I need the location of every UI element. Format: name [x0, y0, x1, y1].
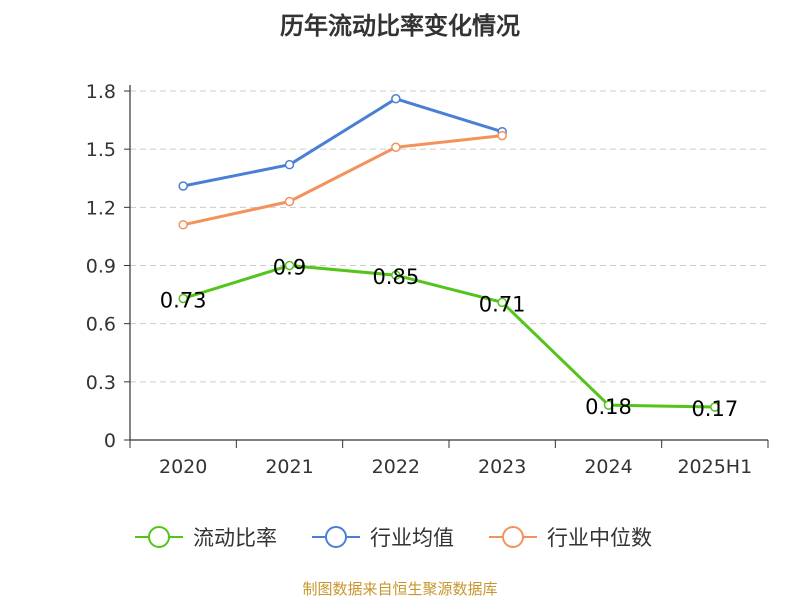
data-label: 0.85	[372, 265, 419, 289]
data-point	[391, 142, 401, 152]
legend-marker-icon	[502, 526, 524, 548]
series-line-2	[182, 134, 503, 227]
x-tick-label: 2020	[159, 456, 207, 478]
legend-item-1[interactable]: 行业均值	[312, 526, 454, 550]
data-point	[391, 270, 401, 280]
data-point	[391, 94, 401, 104]
data-point	[603, 400, 614, 410]
data-point	[284, 196, 295, 207]
x-tick-label: 2022	[372, 456, 420, 478]
x-tick-label: 2023	[478, 456, 526, 478]
y-tick-label: 0	[104, 430, 116, 452]
series-line-1	[182, 97, 503, 188]
data-labels: 0.73 0.9 0.85 0.71 0.18 0.17	[160, 256, 738, 422]
chart-title: 历年流动比率变化情况	[280, 12, 520, 40]
x-tick-label: 2025H1	[677, 456, 752, 478]
legend-item-2[interactable]: 行业中位数	[489, 526, 652, 550]
legend-label: 行业中位数	[547, 526, 652, 550]
x-tick-label: 2021	[265, 456, 313, 478]
y-tick-label: 0.9	[86, 256, 116, 278]
source-note: 制图数据来自恒生聚源数据库	[302, 580, 498, 598]
legend-marker-icon	[148, 526, 170, 548]
legend-marker-icon	[325, 526, 347, 548]
grid-lines	[130, 90, 768, 383]
y-tick-label: 1.2	[86, 197, 116, 219]
legend-item-0[interactable]: 流动比率	[135, 526, 277, 550]
y-tick-label: 1.8	[86, 81, 116, 103]
data-point	[497, 297, 507, 308]
data-point	[284, 260, 295, 271]
data-point	[178, 220, 188, 230]
data-point	[284, 159, 295, 170]
data-point	[497, 130, 507, 141]
y-tick-label: 0.6	[86, 314, 116, 336]
data-point	[710, 402, 720, 412]
legend-label: 行业均值	[370, 526, 454, 550]
data-label: 0.73	[160, 288, 207, 312]
y-tick-label: 1.5	[86, 139, 116, 161]
data-label: 0.18	[585, 395, 632, 419]
data-point	[178, 181, 188, 191]
legend[interactable]: 流动比率 行业均值 行业中位数	[135, 526, 652, 550]
data-label: 0.17	[691, 397, 738, 421]
axes: 0 0.3 0.6 0.9 1.2 1.5 1.8 2020 2021 2022 2023 2024 2…	[86, 81, 769, 478]
data-label: 0.71	[479, 292, 526, 316]
data-label: 0.9	[273, 256, 306, 280]
y-tick-label: 0.3	[86, 372, 116, 394]
series-lines	[178, 94, 720, 412]
x-tick-label: 2024	[584, 456, 632, 478]
legend-label: 流动比率	[193, 526, 277, 550]
data-point	[178, 293, 188, 304]
series-line-0	[182, 264, 715, 409]
